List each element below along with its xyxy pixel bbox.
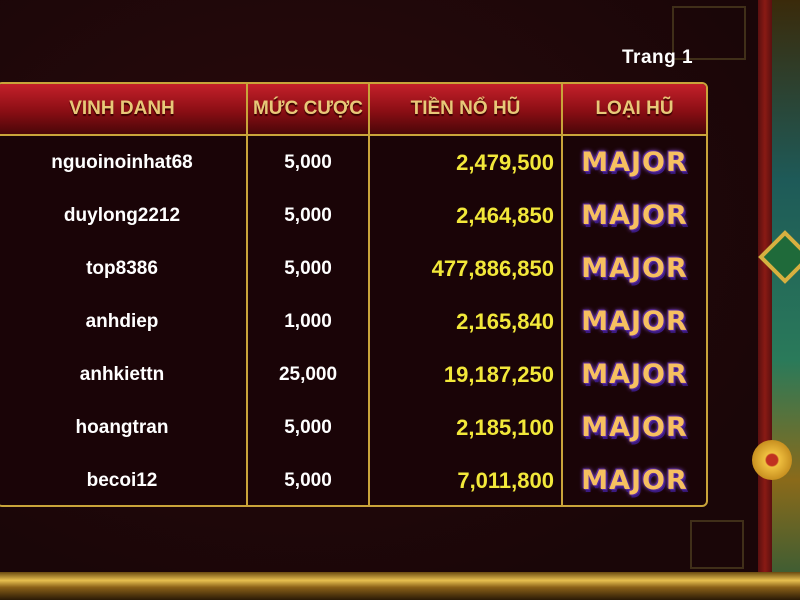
player-name: anhdiep [85, 311, 159, 332]
column-divider [368, 84, 370, 505]
player-name: becoi12 [86, 470, 158, 491]
jackpot-amount: 7,011,800 [457, 468, 554, 493]
table-row: becoi12 5,000 7,011,800 MAJOR [0, 454, 706, 507]
jackpot-type: MAJOR [581, 306, 688, 337]
table-row: top8386 5,000 477,886,850 MAJOR [0, 242, 706, 295]
bet-amount: 5,000 [284, 417, 332, 438]
column-divider [561, 84, 563, 505]
bet-amount: 5,000 [284, 258, 332, 279]
jackpot-amount: 2,165,840 [456, 309, 554, 334]
jackpot-type: MAJOR [581, 200, 688, 231]
jackpot-amount: 2,185,100 [456, 415, 554, 440]
player-name: top8386 [86, 258, 158, 279]
header-muc-cuoc: MỨC CƯỢC [252, 98, 363, 119]
header-vinh-danh: VINH DANH [69, 98, 175, 119]
bet-amount: 5,000 [284, 152, 332, 173]
jackpot-amount: 2,479,500 [456, 150, 554, 175]
jackpot-type: MAJOR [581, 412, 688, 443]
jackpot-type: MAJOR [581, 147, 688, 178]
fret-ornament [672, 6, 746, 60]
table-header: VINH DANH MỨC CƯỢC TIỀN NỔ HŨ LOẠI HŨ [0, 84, 706, 136]
jackpot-amount: 2,464,850 [456, 203, 554, 228]
table-row: anhdiep 1,000 2,165,840 MAJOR [0, 295, 706, 348]
player-name: hoangtran [75, 417, 169, 438]
jackpot-type: MAJOR [581, 253, 688, 284]
gold-flower-ornament [752, 440, 792, 480]
fret-ornament [690, 520, 744, 569]
bet-amount: 1,000 [284, 311, 332, 332]
table-row: nguoinoinhat68 5,000 2,479,500 MAJOR [0, 136, 706, 189]
header-tien-no-hu: TIỀN NỔ HŨ [410, 98, 521, 119]
player-name: nguoinoinhat68 [51, 152, 193, 173]
red-side-border [758, 0, 772, 600]
background-scenery [772, 0, 800, 600]
gold-bottom-border [0, 572, 800, 600]
bet-amount: 5,000 [284, 205, 332, 226]
header-loai-hu: LOẠI HŨ [595, 98, 674, 119]
jackpot-amount: 477,886,850 [431, 256, 554, 281]
jackpot-amount: 19,187,250 [443, 362, 554, 387]
column-divider [246, 84, 248, 505]
table-row: duylong2212 5,000 2,464,850 MAJOR [0, 189, 706, 242]
page-indicator: Trang 1 [622, 47, 694, 68]
player-name: anhkiettn [79, 364, 165, 385]
bet-amount: 25,000 [278, 364, 338, 385]
jackpot-type: MAJOR [581, 465, 688, 496]
player-name: duylong2212 [63, 205, 181, 226]
table-row: hoangtran 5,000 2,185,100 MAJOR [0, 401, 706, 454]
jackpot-type: MAJOR [581, 359, 688, 390]
bet-amount: 5,000 [284, 470, 332, 491]
jackpot-table: VINH DANH MỨC CƯỢC TIỀN NỔ HŨ LOẠI HŨ ng… [0, 82, 708, 507]
table-row: anhkiettn 25,000 19,187,250 MAJOR [0, 348, 706, 401]
